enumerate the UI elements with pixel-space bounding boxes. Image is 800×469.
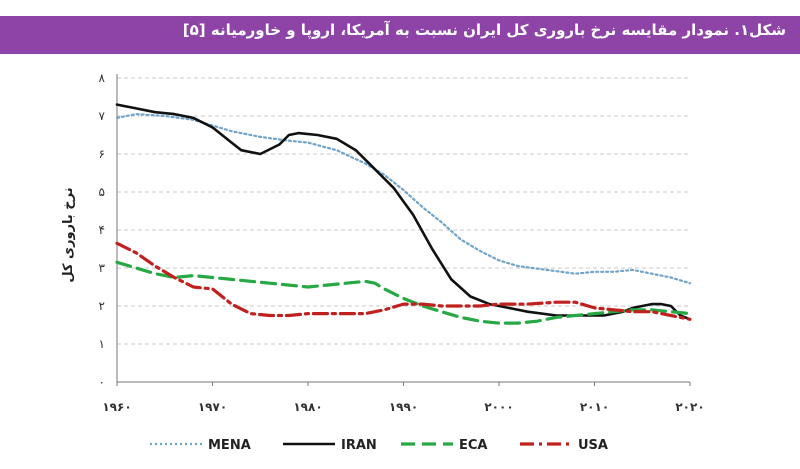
series-lines [115,103,692,325]
chart-area: ۰ ۱ ۲ ۳ ۴ ۵ ۶ ۷ ۸ ۱۹۶۰ ۱۹۷۰ ۱۹۸۰ ۱۹۹۰ ۲۰۰۰ ۲۰۱۰ ۲۰۲۰ ن… [0,60,800,465]
y-tick-label: ۲ [99,299,105,313]
y-tick-label: ۷ [99,109,106,123]
series-line-mena [115,113,692,285]
legend-label-eca: ECA [459,438,487,453]
x-tick-label: ۲۰۲۰ [675,400,704,414]
x-tick-label: ۱۹۸۰ [293,400,322,414]
legend-label-iran: IRAN [341,438,377,453]
legend-label-mena: MENA [208,438,251,453]
x-tick-label: ۲۰۱۰ [580,400,609,414]
y-axis-label: نرخ باروری کل [61,187,76,282]
line-chart: ۰ ۱ ۲ ۳ ۴ ۵ ۶ ۷ ۸ ۱۹۶۰ ۱۹۷۰ ۱۹۸۰ ۱۹۹۰ ۲۰۰۰ ۲۰۱۰ ۲۰۲۰ ن… [61,71,705,453]
figure-header: شکل۱. نمودار مقایسه نرخ باروری کل ایران … [0,0,800,60]
y-tick-label: ۶ [99,147,105,161]
series-line-usa [115,241,692,321]
y-tick-label: ۳ [99,261,106,275]
figure-title: شکل۱. نمودار مقایسه نرخ باروری کل ایران … [182,21,786,39]
y-tick-labels: ۰ ۱ ۲ ۳ ۴ ۵ ۶ ۷ ۸ [99,71,106,389]
y-tick-label: ۸ [99,71,106,85]
x-tick-label: ۱۹۶۰ [102,400,131,414]
series-line-eca [115,260,692,325]
series-line-iran [115,103,692,321]
y-tick-label: ۱ [99,337,105,351]
y-tick-label: ۴ [99,223,105,237]
grid-lines [117,77,690,345]
x-tick-label: ۱۹۹۰ [389,400,418,414]
y-tick-label: ۰ [99,375,105,389]
y-tick-label: ۵ [99,185,105,199]
x-tick-label: ۲۰۰۰ [484,400,513,414]
x-tick-label: ۱۹۷۰ [198,400,227,414]
legend-label-usa: USA [578,438,608,453]
title-banner: شکل۱. نمودار مقایسه نرخ باروری کل ایران … [0,16,800,54]
x-tick-labels: ۱۹۶۰ ۱۹۷۰ ۱۹۸۰ ۱۹۹۰ ۲۰۰۰ ۲۰۱۰ ۲۰۲۰ [102,382,705,414]
legend: MENA IRAN ECA USA [150,438,608,453]
axes [116,74,690,383]
